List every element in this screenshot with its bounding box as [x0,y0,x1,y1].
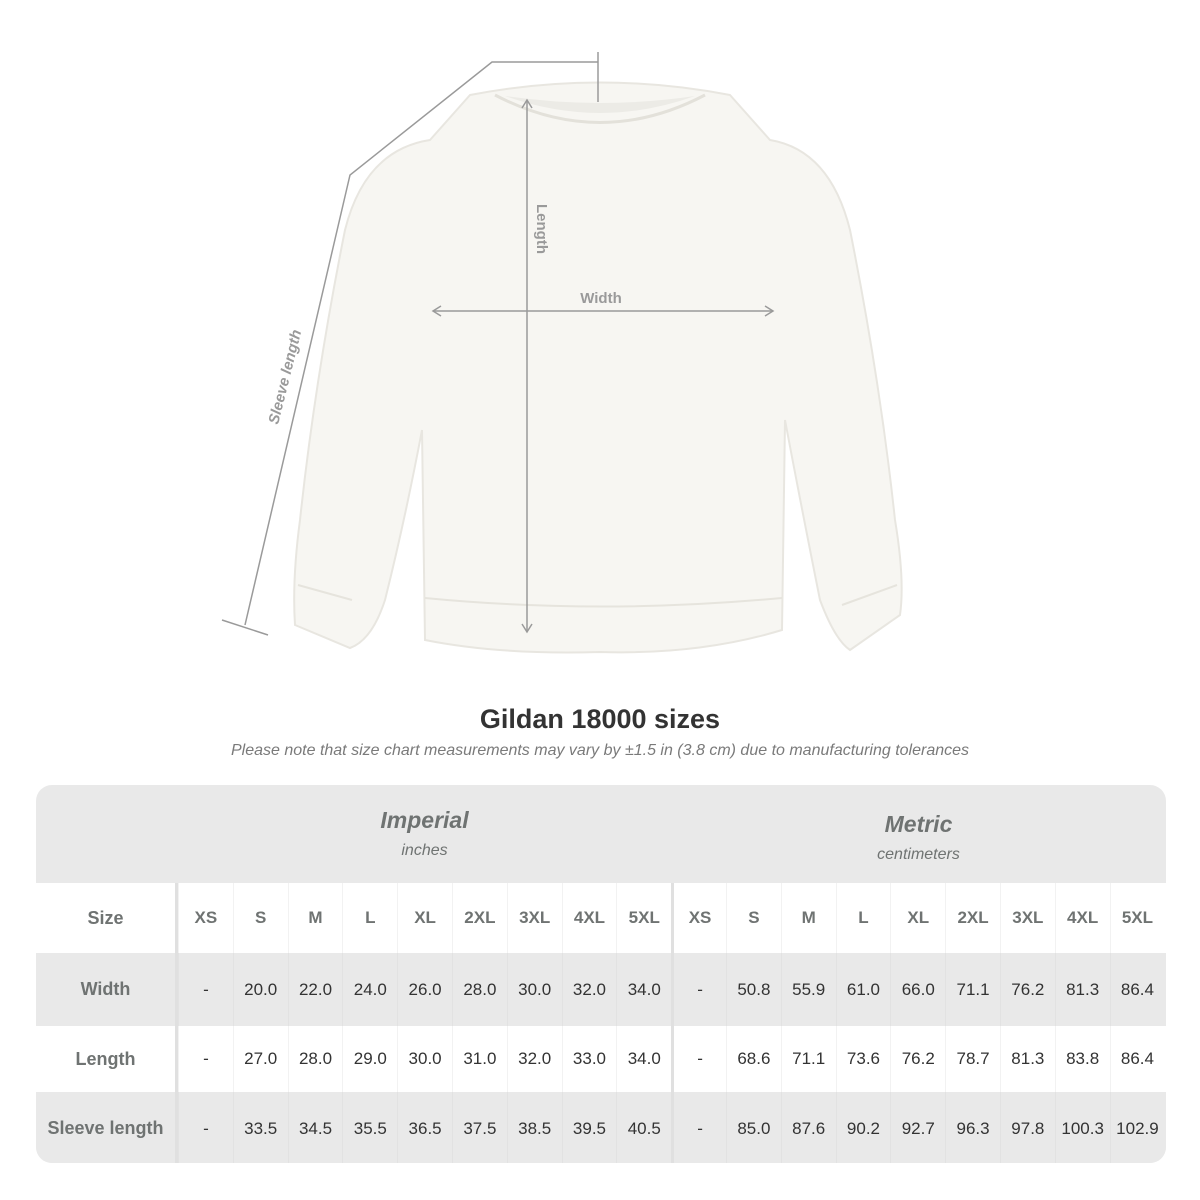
table-cell: 26.0 [397,953,452,1026]
table-cell: 73.6 [835,1026,891,1092]
table-cell: 83.8 [1054,1026,1110,1092]
size-imperial-xs: XS [178,883,233,953]
tolerance-note: Please note that size chart measurements… [230,742,970,759]
size-metric-l: L [835,883,891,953]
table-cell: 90.2 [835,1092,891,1163]
size-metric-4xl: 4XL [1054,883,1110,953]
table-cell: 35.5 [342,1092,397,1163]
table-cell: 71.1 [945,953,1000,1026]
table-cell: 28.0 [287,1026,343,1092]
table-row: Sleeve length -33.5 34.5 35.5 36.5 37.5 38.5 39… [36,1092,1166,1163]
metric-header: Metric centimeters [672,785,1165,883]
table-cell: 20.0 [232,953,288,1026]
metric-unit: centimeters [877,846,960,863]
width-label: Width [580,290,622,307]
table-cell: 78.7 [945,1026,1000,1092]
table-cell: 33.0 [561,1026,617,1092]
table-cell: 39.5 [561,1092,617,1163]
row-label: Width [36,953,178,1026]
imperial-header: Imperial inches [178,785,671,883]
table-cell: 61.0 [835,953,891,1026]
size-metric-2xl: 2XL [945,883,1000,953]
table-cell: 81.3 [1054,953,1110,1026]
table-cell: 76.2 [999,953,1055,1026]
table-cell: - [178,953,233,1026]
table-cell: 68.6 [725,1026,781,1092]
table-cell: 28.0 [451,953,507,1026]
table-cell: 92.7 [890,1092,945,1163]
table-cell: 32.0 [506,1026,562,1092]
table-cell: 30.0 [397,1026,452,1092]
size-imperial-4xl: 4XL [561,883,617,953]
size-metric-m: M [780,883,836,953]
table-cell: 102.9 [1109,1092,1165,1163]
row-label: Sleeve length [36,1092,178,1163]
table-cell: 81.3 [999,1026,1055,1092]
metric-title: Metric [884,811,953,837]
size-grid: Size XS S M L XL 2XL 3XL 4XL 5XL XS S M L XL 2XL 3XL 4XL 5… [36,883,1166,1163]
table-cell: 66.0 [890,953,945,1026]
table-cell: 86.4 [1109,953,1165,1026]
table-cell: 100.3 [1054,1092,1110,1163]
length-label: Length [533,204,550,254]
table-cell: 96.3 [945,1092,1000,1163]
table-cell: 27.0 [232,1026,288,1092]
table-row: Width -20.0 22.0 24.0 26.0 28.0 30.0 32.0 34.0-5… [36,953,1166,1026]
table-cell: 38.5 [506,1092,562,1163]
table-cell: 24.0 [342,953,397,1026]
sweatshirt-diagram: Sleeve length Length Width [221,52,903,654]
size-header-row: Size XS S M L XL 2XL 3XL 4XL 5XL XS S M L XL 2XL 3XL 4XL 5… [36,883,1166,953]
table-cell: 29.0 [342,1026,397,1092]
row-label: Length [36,1026,178,1092]
table-cell: 36.5 [397,1092,452,1163]
size-imperial-l: L [342,883,397,953]
table-cell: 32.0 [561,953,617,1026]
table-cell: 50.8 [725,953,781,1026]
table-cell: 86.4 [1109,1026,1165,1092]
table-cell: 85.0 [725,1092,781,1163]
size-table: Imperial inches Metric centimeters Size X… [36,785,1166,1163]
page-title: Gildan 18000 sizes [479,704,721,734]
table-cell: 34.5 [287,1092,343,1163]
size-imperial-2xl: 2XL [451,883,507,953]
table-cell: 76.2 [890,1026,945,1092]
size-metric-xl: XL [890,883,945,953]
sweatshirt-image [293,81,903,654]
table-cell: - [178,1092,233,1163]
table-row: Length -27.0 28.0 29.0 30.0 31.0 32.0 33.0 34.0-… [36,1026,1166,1092]
imperial-unit: inches [401,842,448,859]
measurement-lines [221,52,775,636]
size-imperial-5xl: 5XL [616,883,671,953]
size-imperial-3xl: 3XL [506,883,562,953]
table-cell: 34.0 [616,1026,671,1092]
table-cell: - [671,1092,726,1163]
table-cell: - [178,1026,233,1092]
table-cell: - [671,953,726,1026]
table-cell: 33.5 [232,1092,288,1163]
imperial-title: Imperial [380,807,469,833]
size-label: Size [36,883,178,953]
size-imperial-m: M [287,883,343,953]
table-cell: 34.0 [616,953,671,1026]
table-cell: 97.8 [999,1092,1055,1163]
size-metric-5xl: 5XL [1109,883,1165,953]
sleeve-length-label: Sleeve length [265,328,305,426]
size-metric-xs: XS [671,883,726,953]
table-cell: 30.0 [506,953,562,1026]
table-cell: 71.1 [780,1026,836,1092]
table-cell: 55.9 [780,953,836,1026]
table-cell: 87.6 [780,1092,836,1163]
size-imperial-s: S [232,883,288,953]
size-imperial-xl: XL [397,883,452,953]
table-cell: 37.5 [451,1092,507,1163]
sleeve-length-line [244,61,598,626]
table-cell: 22.0 [287,953,343,1026]
table-cell: 31.0 [451,1026,507,1092]
table-cell: - [671,1026,726,1092]
size-metric-3xl: 3XL [999,883,1055,953]
size-metric-s: S [725,883,781,953]
table-cell: 40.5 [616,1092,671,1163]
